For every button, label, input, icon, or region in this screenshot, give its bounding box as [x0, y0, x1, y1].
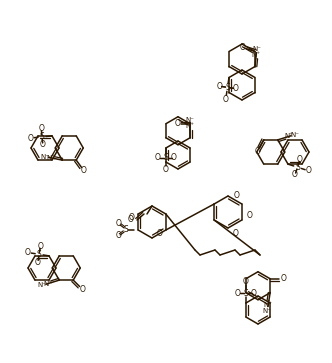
- Text: N⁻: N⁻: [290, 131, 299, 138]
- Text: O: O: [157, 228, 163, 237]
- Text: O: O: [38, 242, 43, 251]
- Text: S: S: [243, 289, 248, 298]
- Text: O: O: [81, 166, 87, 175]
- Text: O: O: [240, 43, 246, 52]
- Text: O: O: [24, 248, 30, 257]
- Text: O: O: [35, 258, 41, 267]
- Text: O: O: [233, 228, 239, 237]
- Text: O: O: [155, 154, 161, 163]
- Text: O: O: [38, 125, 44, 134]
- Text: O: O: [127, 215, 133, 224]
- Text: O: O: [163, 166, 169, 175]
- Text: N⁺: N⁺: [252, 52, 261, 58]
- Text: O: O: [40, 140, 46, 149]
- Text: N⁺: N⁺: [285, 133, 294, 139]
- Text: O: O: [251, 289, 257, 298]
- Text: N⁺: N⁺: [46, 155, 55, 161]
- Text: O: O: [115, 232, 121, 241]
- Text: O: O: [115, 220, 121, 228]
- Text: N⁻: N⁻: [252, 46, 261, 52]
- Text: O: O: [171, 154, 177, 163]
- Text: O: O: [235, 289, 241, 298]
- Text: O: O: [306, 166, 312, 175]
- Text: O: O: [280, 274, 286, 283]
- Text: O: O: [79, 285, 85, 294]
- Text: N⁻: N⁻: [186, 117, 195, 123]
- Text: O: O: [247, 211, 253, 220]
- Text: O: O: [129, 213, 135, 223]
- Text: S: S: [225, 83, 230, 92]
- Text: O: O: [243, 277, 249, 286]
- Text: N⁻: N⁻: [38, 282, 46, 289]
- Text: N⁺: N⁺: [186, 123, 195, 129]
- Text: O: O: [27, 134, 33, 143]
- Text: O: O: [234, 192, 240, 200]
- Text: O: O: [217, 82, 222, 91]
- Text: S: S: [124, 225, 128, 234]
- Text: O: O: [255, 147, 261, 156]
- Text: N⁺: N⁺: [264, 302, 273, 307]
- Text: O: O: [292, 170, 298, 179]
- Text: S: S: [163, 154, 168, 163]
- Text: O: O: [223, 95, 229, 104]
- Text: S: S: [40, 132, 44, 141]
- Text: O: O: [297, 155, 303, 164]
- Text: N⁻: N⁻: [263, 307, 272, 314]
- Text: N⁻: N⁻: [40, 154, 49, 160]
- Text: N⁺: N⁺: [43, 281, 52, 287]
- Text: O: O: [232, 84, 238, 93]
- Text: S: S: [37, 250, 42, 259]
- Text: S: S: [295, 163, 300, 172]
- Text: O: O: [174, 119, 180, 128]
